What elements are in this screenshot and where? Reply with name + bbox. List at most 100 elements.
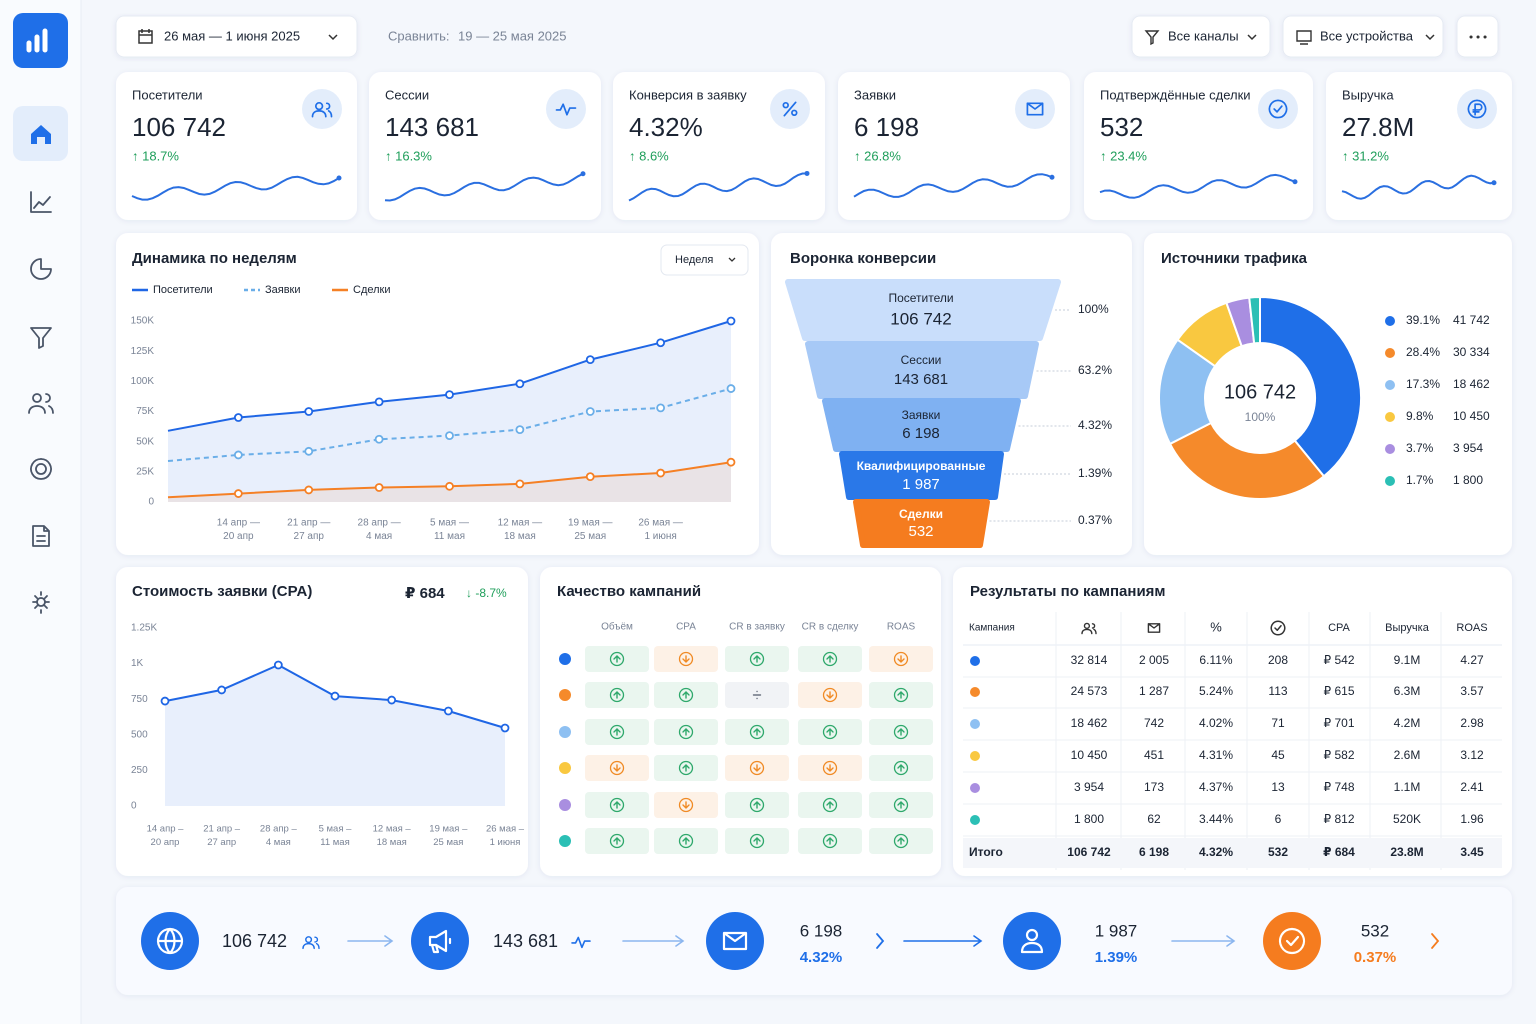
point	[233, 489, 243, 498]
column-header: ROAS	[887, 622, 916, 633]
table-cell: ₽ 582	[1324, 748, 1355, 762]
table-cell: 113	[1268, 684, 1287, 698]
compare-range: 19 — 25 мая 2025	[458, 28, 567, 43]
kpi-change: ↑ 8.6%	[629, 148, 669, 163]
flow-icon-bg	[411, 912, 469, 970]
nav-docs[interactable]	[32, 525, 50, 547]
table-cell: 62	[1147, 812, 1161, 826]
table-cell: 4.31%	[1199, 748, 1233, 762]
point	[515, 479, 525, 489]
table-cell: 1.1M	[1394, 780, 1421, 794]
status-ring	[609, 760, 625, 776]
nav-settings[interactable]	[32, 591, 50, 614]
point	[445, 431, 454, 441]
nav-reports[interactable]	[30, 258, 52, 280]
device-icon	[1296, 30, 1312, 45]
point	[445, 390, 454, 400]
channel-filter[interactable]: Все каналы	[1131, 15, 1271, 58]
point	[330, 691, 340, 701]
legend-share: 17.3%	[1406, 377, 1440, 391]
y-tick-label: 0	[148, 497, 154, 508]
table-cell: 3.57	[1460, 684, 1484, 698]
nav-home[interactable]	[31, 125, 51, 144]
total-cell: 4.32%	[1199, 845, 1233, 859]
flow-arrow	[622, 935, 685, 947]
table-cell: 2.6M	[1394, 748, 1421, 762]
y-tick-label: 1.25K	[131, 623, 157, 634]
x-tick-label: 1 июня	[490, 837, 521, 848]
point	[160, 696, 170, 706]
device-filter[interactable]: Все устройства	[1282, 15, 1444, 58]
table-cell: 2.41	[1460, 780, 1484, 794]
status-ring	[749, 797, 765, 813]
status-icon	[613, 655, 621, 663]
campaign-dot	[970, 687, 980, 697]
flow-icon	[722, 931, 748, 951]
stage-share: 0.37%	[1078, 513, 1112, 527]
flow-icon	[156, 927, 184, 955]
sparkline-end	[580, 171, 586, 177]
status-icon	[826, 837, 834, 845]
donut-segment	[1259, 295, 1362, 478]
y-tick-label: 750	[131, 694, 148, 705]
table-cell: 5.24%	[1199, 684, 1233, 698]
chart-title: Результаты по кампаниям	[970, 583, 1166, 600]
x-tick-label: 25 мая	[574, 531, 606, 542]
stage-value: 143 681	[894, 371, 948, 388]
x-tick-label: 26 мая –	[486, 824, 525, 835]
legend-dot	[1385, 412, 1395, 422]
column-icon	[1147, 623, 1161, 633]
status-icon	[753, 837, 761, 845]
x-tick-label: 18 мая	[377, 837, 407, 848]
kpi-label: Выручка	[1342, 87, 1394, 102]
date-picker[interactable]: 26 мая — 1 июня 2025	[115, 15, 358, 58]
table-cell: 9.1M	[1394, 653, 1421, 667]
x-tick-label: 18 мая	[504, 531, 536, 542]
flow-arrow	[347, 935, 394, 947]
table-cell: 71	[1271, 716, 1285, 730]
area-fill	[165, 665, 505, 806]
point	[304, 407, 314, 416]
kpi-icon-bg	[1258, 89, 1298, 129]
x-tick-label: 25 мая	[433, 837, 463, 848]
table-cell: ₽ 701	[1324, 716, 1355, 730]
flow-chevron	[876, 933, 885, 949]
y-tick-label: 500	[131, 729, 148, 740]
point	[304, 485, 314, 495]
period-select[interactable]	[660, 244, 749, 276]
flow-small-icon	[302, 936, 320, 950]
status-ring	[822, 651, 838, 667]
nav-goals[interactable]	[30, 458, 52, 480]
point	[726, 384, 736, 393]
kpi-icon	[782, 101, 798, 117]
column-header: %	[1210, 619, 1222, 634]
status-ring	[609, 687, 625, 703]
y-tick-label: 100K	[131, 376, 155, 387]
table-cell: 18 462	[1071, 716, 1108, 730]
point	[233, 413, 243, 422]
table-cell: 1 800	[1074, 812, 1104, 826]
table-cell: 6	[1275, 812, 1282, 826]
logo[interactable]	[13, 13, 68, 68]
flow-icon	[1278, 927, 1306, 955]
status-icon	[752, 690, 762, 700]
table-cell: 2 005	[1139, 653, 1169, 667]
status-icon	[613, 764, 621, 772]
x-tick-label: 4 мая	[366, 531, 392, 542]
table-cell: ₽ 615	[1324, 684, 1355, 698]
status-icon	[897, 691, 905, 699]
status-icon	[682, 691, 690, 699]
more-menu[interactable]	[1456, 15, 1499, 58]
nav-funnel[interactable]	[30, 327, 52, 349]
table-cell: 13	[1271, 780, 1285, 794]
nav-analytics[interactable]	[30, 191, 52, 213]
flow-value: 1 987	[1095, 921, 1138, 940]
stage-value: 6 198	[902, 425, 940, 442]
point	[585, 407, 595, 416]
table-cell: ₽ 812	[1324, 812, 1355, 826]
point	[304, 446, 314, 456]
status-icon	[897, 764, 905, 772]
nav-users[interactable]	[28, 393, 54, 414]
x-tick-label: 19 мая —	[568, 518, 613, 529]
logo-bg	[13, 13, 68, 68]
